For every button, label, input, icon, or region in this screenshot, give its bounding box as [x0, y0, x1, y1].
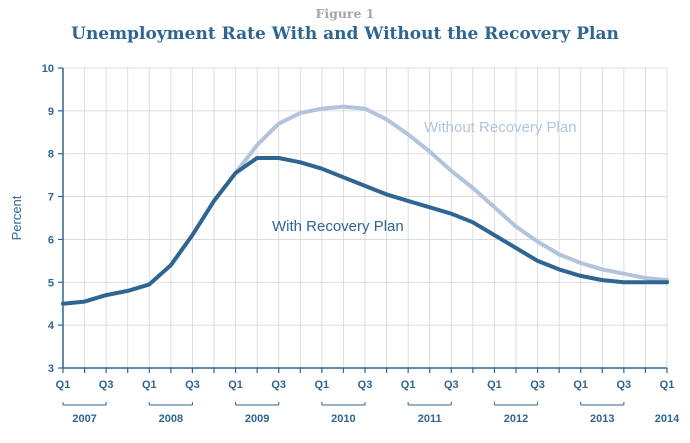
year-label: 2014: [655, 413, 680, 425]
year-label: 2011: [418, 413, 442, 425]
series-lines: [61, 104, 669, 306]
series-label-without-recovery-plan: Without Recovery Plan: [424, 119, 577, 136]
x-tick-label: Q1: [573, 379, 588, 391]
y-axis: 3 4 5 6 7 8 9 10: [42, 63, 64, 375]
year-label: 2008: [159, 413, 183, 425]
series-label-with-recovery-plan: With Recovery Plan: [272, 218, 404, 235]
x-tick-label: Q1: [315, 379, 330, 391]
x-tick-label: Q3: [444, 379, 459, 391]
y-tick-label: 3: [48, 363, 54, 375]
x-tick-label: Q3: [617, 379, 632, 391]
y-tick-label: 6: [48, 234, 54, 246]
y-tick-label: 7: [48, 192, 54, 204]
series-line-without-recovery-plan: [233, 104, 669, 283]
x-tick-label: Q1: [401, 379, 416, 391]
y-tick-label: 10: [42, 63, 54, 75]
year-label: 2012: [504, 413, 528, 425]
series-line-with-recovery-plan: [61, 156, 669, 306]
year-label: 2007: [72, 413, 96, 425]
year-label: 2013: [590, 413, 614, 425]
y-axis-label: Percent: [9, 195, 24, 240]
x-tick-label: Q3: [271, 379, 286, 391]
y-tick-label: 4: [48, 320, 55, 332]
x-tick-label: Q1: [142, 379, 157, 391]
chart-title: Unemployment Rate With and Without the R…: [71, 24, 619, 44]
figure-label: Figure 1: [315, 6, 375, 21]
x-tick-label: Q3: [530, 379, 545, 391]
x-tick-label: Q3: [99, 379, 114, 391]
series-labels: With Recovery Plan Without Recovery Plan: [272, 119, 577, 235]
x-tick-label: Q3: [358, 379, 373, 391]
x-tick-label: Q1: [228, 379, 243, 391]
y-tick-label: 8: [48, 149, 54, 161]
x-tick-label: Q1: [487, 379, 502, 391]
x-tick-label: Q1: [56, 379, 71, 391]
x-axis: Q1 Q3 Q1 Q3 Q1 Q3 Q1 Q3 Q1 Q3 Q1 Q3 Q1 Q3 Q1 2007 2008 20…: [56, 367, 680, 425]
y-tick-label: 9: [48, 106, 54, 118]
year-label: 2009: [245, 413, 269, 425]
x-tick-label: Q3: [185, 379, 200, 391]
y-tick-label: 5: [48, 277, 54, 289]
x-tick-label: Q1: [660, 379, 675, 391]
year-label: 2010: [331, 413, 355, 425]
